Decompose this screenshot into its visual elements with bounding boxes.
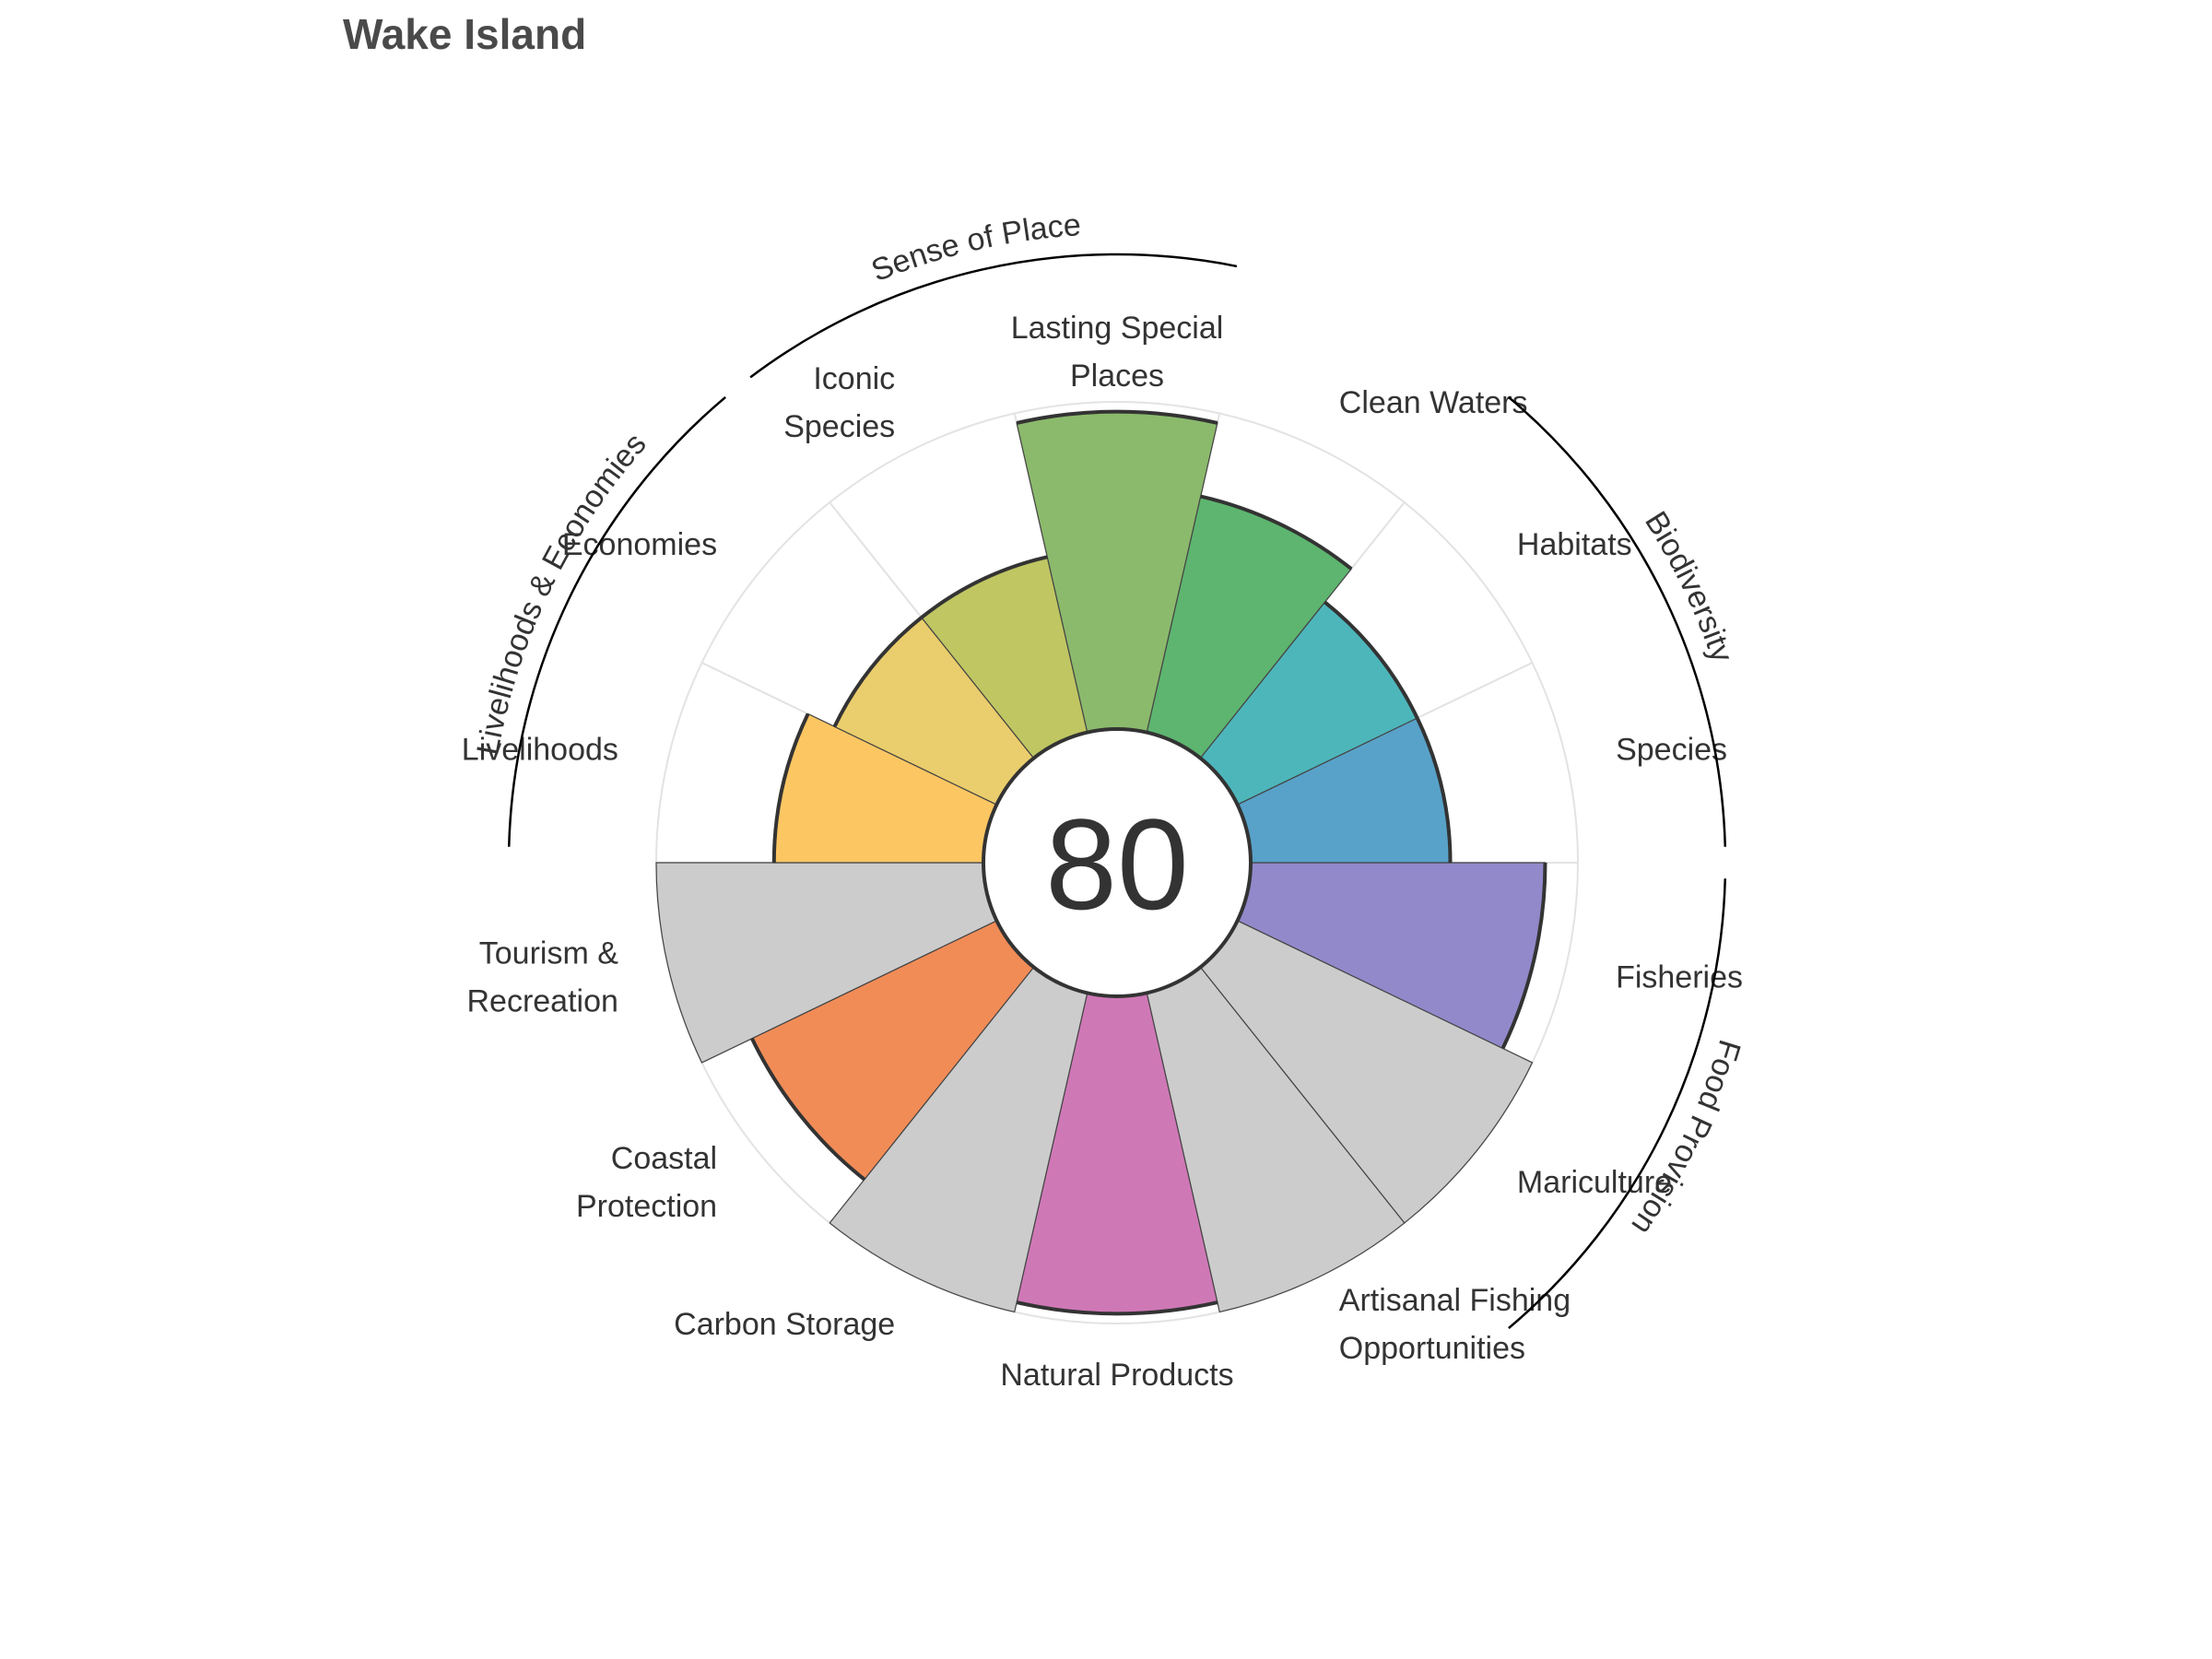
petal-outline-clean-waters <box>1200 494 1353 571</box>
label-mariculture: Mariculture <box>1517 1165 1672 1200</box>
chart-title: Wake Island <box>343 10 587 58</box>
group-label-1: Biodiversity <box>1638 505 1739 666</box>
center-circle <box>982 727 1253 998</box>
group-label-2: Livelihoods & Economies <box>470 427 653 758</box>
petal-outline-economies <box>832 616 924 728</box>
label-iconic-species: Iconic Species <box>783 361 895 444</box>
group-arc-2 <box>507 395 726 847</box>
group-arc-3 <box>749 253 1238 379</box>
petal-outline-natural-products <box>1016 1300 1218 1316</box>
label-livelihoods: Livelihoods <box>462 733 618 768</box>
group-arc-0 <box>1508 878 1727 1330</box>
label-carbon-storage: Carbon Storage <box>674 1307 895 1342</box>
group-label-0: Food Provision <box>1624 1036 1747 1241</box>
label-coastal-protection: Coastal Protection <box>576 1141 717 1224</box>
petal-outline-iconic-species <box>920 555 1048 619</box>
label-lasting-special-places: Lasting Special Places <box>1011 311 1224 394</box>
petal-outline-species <box>1415 717 1453 864</box>
label-tourism-recreation: Tourism & Recreation <box>466 935 618 1018</box>
label-species: Species <box>1616 733 1727 768</box>
label-fisheries: Fisheries <box>1616 959 1743 994</box>
group-arc-1 <box>1508 395 1727 847</box>
petal-outline-coastal-protection <box>750 1037 866 1182</box>
label-clean-waters: Clean Waters <box>1339 385 1528 420</box>
index-score: 80 <box>1045 792 1189 936</box>
petal-outline-livelihoods <box>771 712 810 864</box>
petal-outline-lasting-special-places <box>1016 409 1218 425</box>
label-economies: Economies <box>562 527 717 562</box>
label-artisanal-fishing-opportunities: Artisanal Fishing Opportunities <box>1339 1283 1571 1366</box>
group-label-3: Sense of Place <box>866 207 1082 288</box>
petal-outline-habitats <box>1324 600 1419 719</box>
label-habitats: Habitats <box>1517 527 1632 562</box>
petal-outline-fisheries <box>1500 862 1547 1050</box>
label-natural-products: Natural Products <box>1000 1358 1233 1393</box>
